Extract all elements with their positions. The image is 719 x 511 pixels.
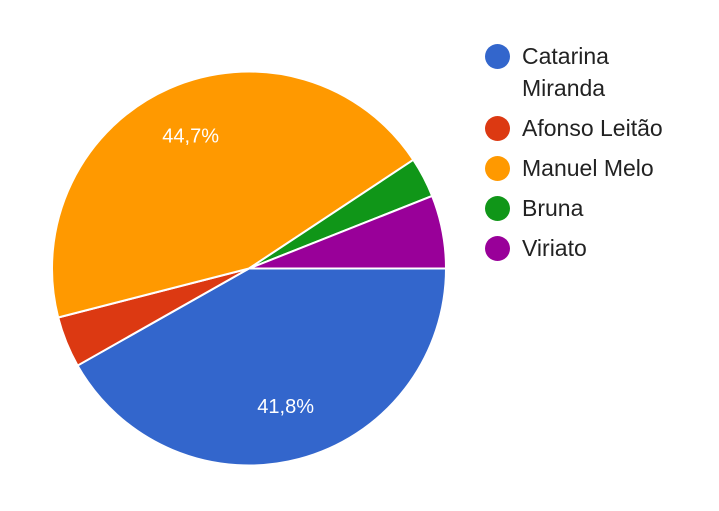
pie-slice-percent-label: 44,7%	[162, 125, 219, 147]
legend-item-bruna[interactable]: Bruna	[485, 194, 710, 224]
legend-item-manuel-melo[interactable]: Manuel Melo	[485, 154, 710, 184]
chart-legend: Catarina Miranda Afonso Leitão Manuel Mel…	[485, 42, 710, 274]
pie-slice-manuel-melo[interactable]	[51, 70, 415, 319]
legend-swatch-icon	[485, 116, 510, 141]
pie-slices	[51, 70, 448, 467]
legend-swatch-icon	[485, 196, 510, 221]
pie-slice-viriato[interactable]	[248, 194, 448, 270]
legend-label: Afonso Leitão	[522, 115, 663, 141]
pie-slice-percent-label: 41,8%	[257, 396, 314, 418]
legend-swatch-icon	[485, 156, 510, 181]
legend-item-viriato[interactable]: Viriato	[485, 234, 710, 264]
legend-label: Manuel Melo	[522, 155, 654, 181]
legend-label: Viriato	[522, 235, 587, 261]
legend-swatch-icon	[485, 236, 510, 261]
pie-slice-catarina-miranda[interactable]	[76, 267, 448, 467]
pie-labels: 41,8% 44,7%	[162, 125, 314, 418]
legend-swatch-icon	[485, 44, 510, 69]
legend-label: Bruna	[522, 195, 584, 221]
legend-item-afonso-leitao[interactable]: Afonso Leitão	[485, 114, 710, 144]
legend-item-catarina-miranda[interactable]: Catarina Miranda	[485, 42, 710, 104]
legend-label: Catarina Miranda	[522, 43, 609, 101]
